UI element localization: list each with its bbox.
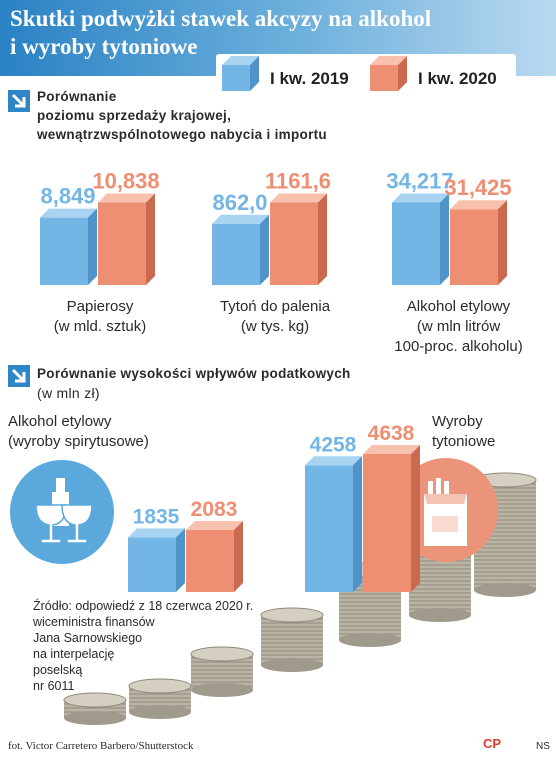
- legend: I kw. 2019 I kw. 2020: [222, 56, 497, 91]
- legend-label: I kw. 2020: [418, 69, 497, 88]
- category-unit: tytoniowe: [432, 433, 496, 450]
- source-line: wiceministra finansów: [33, 615, 155, 629]
- arrow-down-right-icon: [8, 365, 30, 387]
- category-unit: (wyroby spirytusowe): [8, 433, 149, 450]
- brand-initials: NS: [536, 741, 550, 752]
- title-line-2: i wyroby tytoniowe: [10, 34, 198, 59]
- source-note: Źródło: odpowiedź z 18 czerwca 2020 r. w…: [33, 598, 253, 694]
- source-line: Źródło: odpowiedź z 18 czerwca 2020 r.: [33, 599, 254, 613]
- logo: CP: [483, 736, 502, 751]
- data-label: 1161,6: [265, 168, 331, 193]
- source-line: Jana Sarnowskiego: [33, 631, 143, 645]
- bar: [363, 445, 420, 592]
- source-line: na interpelację: [33, 647, 115, 661]
- bar: [450, 200, 507, 285]
- title-line-1: Skutki podwyżki stawek akcyzy na alkohol: [10, 6, 432, 31]
- legend-box: [216, 54, 516, 96]
- category-unit: (w tys. kg): [240, 318, 310, 335]
- coin-stack: [128, 678, 192, 719]
- category-label: Papierosy: [66, 298, 134, 315]
- legend-swatch: [370, 56, 407, 91]
- section1-subtitle-2: wewnątrzwspólnotowego nabycia i importu: [37, 127, 327, 142]
- legend-swatch: [222, 56, 259, 91]
- data-label: 8,849: [40, 184, 95, 209]
- legend-label: I kw. 2019: [270, 69, 349, 88]
- coin-stack: [190, 646, 254, 697]
- category-label: Alkohol etylowy: [8, 413, 112, 430]
- data-label: 31,425: [444, 175, 511, 200]
- bar: [305, 456, 362, 592]
- data-label: 2083: [191, 498, 238, 521]
- category-unit: 100-proc. alkoholu): [394, 338, 523, 355]
- arrow-down-right-icon: [8, 90, 30, 112]
- data-label: 1835: [133, 505, 180, 528]
- source-line: nr 6011: [33, 679, 75, 693]
- category-unit: (w mln litrów: [416, 318, 501, 335]
- category-unit: (w mld. sztuk): [53, 318, 147, 335]
- bar: [392, 193, 449, 285]
- data-label: 4258: [310, 433, 357, 456]
- data-label: 4638: [368, 422, 415, 445]
- bar: [40, 208, 97, 285]
- wine-glasses-icon: [10, 460, 114, 564]
- source-line: poselską: [33, 663, 83, 677]
- bar: [186, 521, 243, 592]
- category-label: Wyroby: [432, 413, 483, 430]
- coin-stack: [63, 692, 127, 725]
- section1-subtitle-1: poziomu sprzedaży krajowej,: [37, 108, 232, 123]
- category-label: Tytoń do palenia: [219, 298, 331, 315]
- photo-credit: fot. Victor Carretero Barbero/Shuttersto…: [8, 740, 194, 752]
- bar: [128, 528, 185, 592]
- category-label: Alkohol etylowy: [406, 298, 511, 315]
- bar: [212, 214, 269, 285]
- section2-title: Porównanie wysokości wpływów podatkowych: [37, 366, 351, 381]
- data-label: 34,217: [386, 168, 453, 193]
- section2-unit: (w mln zł): [37, 385, 100, 401]
- data-label: 862,0: [212, 190, 267, 215]
- data-label: 10,838: [92, 168, 159, 193]
- coin-stack: [260, 607, 324, 672]
- bar: [270, 193, 327, 285]
- section1-title: Porównanie: [37, 89, 117, 104]
- bar: [98, 193, 155, 285]
